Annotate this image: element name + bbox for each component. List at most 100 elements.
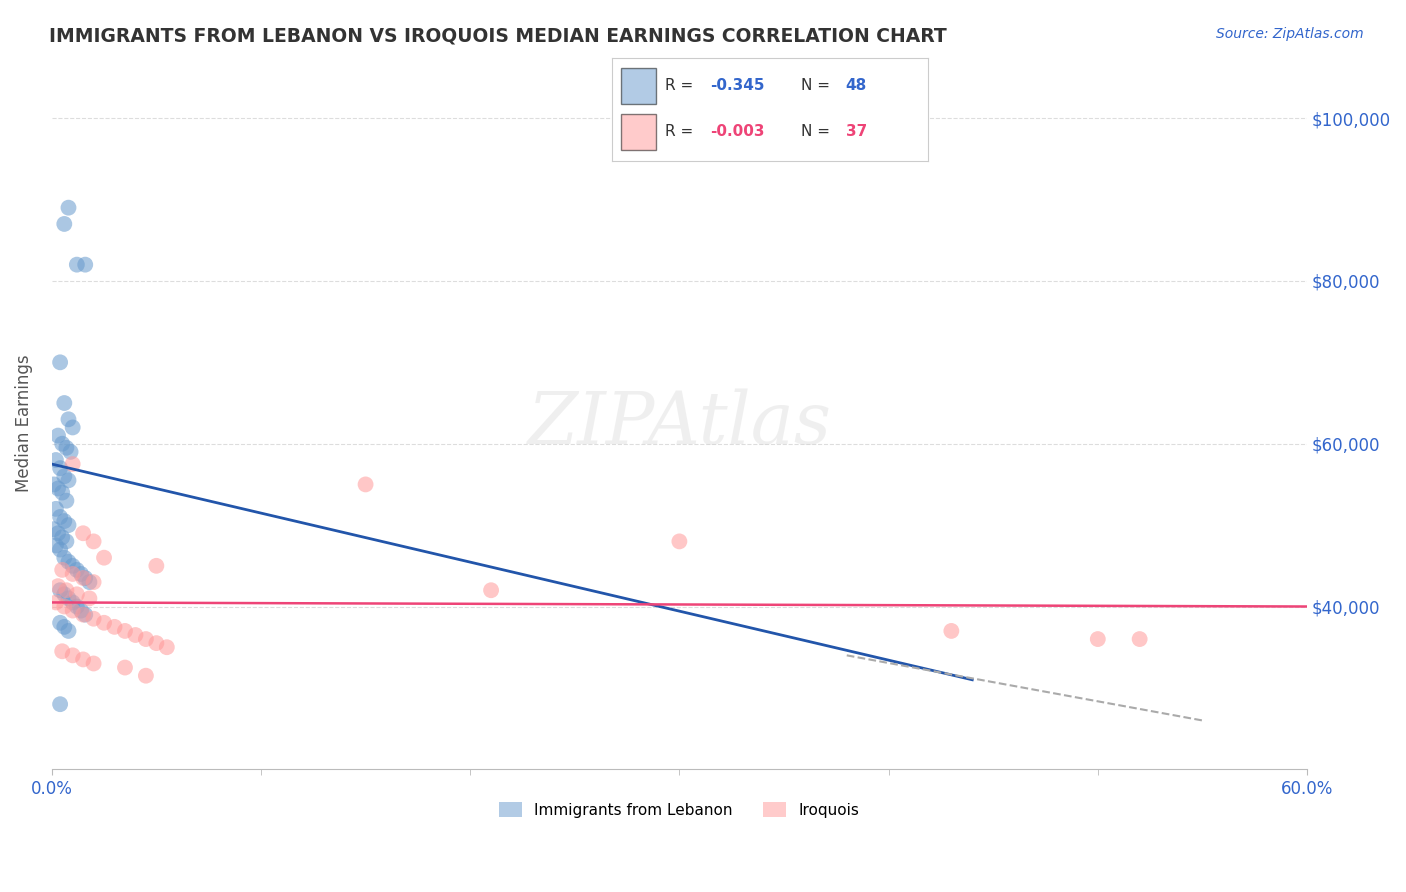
Point bbox=[72, 652, 94, 666]
Point bbox=[79, 575, 101, 590]
Point bbox=[1087, 632, 1109, 646]
Point bbox=[58, 412, 80, 426]
Point bbox=[66, 599, 89, 614]
Point bbox=[53, 620, 76, 634]
Point bbox=[93, 615, 115, 630]
Point bbox=[66, 258, 89, 272]
Point bbox=[51, 530, 73, 544]
Point bbox=[75, 258, 97, 272]
Point bbox=[55, 583, 77, 598]
Point bbox=[70, 566, 93, 581]
Point bbox=[58, 201, 80, 215]
Point bbox=[103, 620, 125, 634]
Point bbox=[46, 526, 69, 541]
Point bbox=[668, 534, 690, 549]
Point bbox=[59, 445, 82, 459]
Point bbox=[42, 477, 65, 491]
Point bbox=[156, 640, 179, 655]
Text: IMMIGRANTS FROM LEBANON VS IROQUOIS MEDIAN EARNINGS CORRELATION CHART: IMMIGRANTS FROM LEBANON VS IROQUOIS MEDI… bbox=[49, 27, 948, 45]
Point bbox=[72, 571, 94, 585]
Point bbox=[51, 563, 73, 577]
Point bbox=[42, 522, 65, 536]
Point bbox=[55, 441, 77, 455]
Point bbox=[941, 624, 963, 638]
Point bbox=[135, 669, 157, 683]
Point bbox=[62, 558, 84, 573]
Point bbox=[66, 563, 89, 577]
Text: R =: R = bbox=[665, 78, 699, 93]
Text: Source: ZipAtlas.com: Source: ZipAtlas.com bbox=[1216, 27, 1364, 41]
Text: -0.345: -0.345 bbox=[710, 78, 765, 93]
Point bbox=[75, 571, 97, 585]
Point bbox=[51, 644, 73, 658]
Point bbox=[46, 428, 69, 442]
Point bbox=[53, 396, 76, 410]
Point bbox=[354, 477, 377, 491]
Point bbox=[45, 501, 67, 516]
Point bbox=[145, 558, 167, 573]
Point bbox=[49, 355, 72, 369]
Text: 37: 37 bbox=[846, 124, 868, 139]
Point bbox=[124, 628, 146, 642]
Point bbox=[114, 624, 136, 638]
Point bbox=[62, 595, 84, 609]
Point bbox=[45, 539, 67, 553]
Point bbox=[79, 591, 101, 606]
Point bbox=[70, 604, 93, 618]
Point bbox=[53, 599, 76, 614]
Point bbox=[66, 587, 89, 601]
Point bbox=[135, 632, 157, 646]
Point bbox=[51, 485, 73, 500]
Point bbox=[53, 514, 76, 528]
Point bbox=[58, 591, 80, 606]
Point bbox=[49, 510, 72, 524]
Point bbox=[55, 534, 77, 549]
Point bbox=[83, 612, 105, 626]
Point bbox=[53, 217, 76, 231]
Point bbox=[45, 595, 67, 609]
Point bbox=[49, 461, 72, 475]
Point bbox=[93, 550, 115, 565]
Point bbox=[62, 457, 84, 471]
Point bbox=[55, 493, 77, 508]
Point bbox=[53, 550, 76, 565]
Text: 48: 48 bbox=[846, 78, 868, 93]
Point bbox=[62, 566, 84, 581]
Point bbox=[479, 583, 502, 598]
Point bbox=[49, 615, 72, 630]
Text: -0.003: -0.003 bbox=[710, 124, 765, 139]
Legend: Immigrants from Lebanon, Iroquois: Immigrants from Lebanon, Iroquois bbox=[494, 796, 866, 824]
Text: N =: N = bbox=[801, 78, 835, 93]
Point bbox=[58, 624, 80, 638]
Y-axis label: Median Earnings: Median Earnings bbox=[15, 354, 32, 492]
Point bbox=[49, 697, 72, 711]
Point bbox=[46, 579, 69, 593]
FancyBboxPatch shape bbox=[621, 114, 655, 150]
Point bbox=[62, 648, 84, 663]
Point bbox=[58, 474, 80, 488]
Text: R =: R = bbox=[665, 124, 699, 139]
Point bbox=[53, 587, 76, 601]
Point bbox=[45, 453, 67, 467]
Point bbox=[58, 518, 80, 533]
Point bbox=[83, 657, 105, 671]
Point bbox=[75, 607, 97, 622]
FancyBboxPatch shape bbox=[621, 68, 655, 104]
Point bbox=[72, 607, 94, 622]
Point bbox=[53, 469, 76, 483]
Point bbox=[83, 575, 105, 590]
Point bbox=[1129, 632, 1152, 646]
Point bbox=[72, 526, 94, 541]
Point bbox=[46, 482, 69, 496]
Point bbox=[49, 583, 72, 598]
Point bbox=[83, 534, 105, 549]
Point bbox=[62, 420, 84, 434]
Point bbox=[51, 436, 73, 450]
Text: N =: N = bbox=[801, 124, 835, 139]
Point bbox=[49, 542, 72, 557]
Text: ZIPAtlas: ZIPAtlas bbox=[527, 388, 831, 458]
Point bbox=[145, 636, 167, 650]
Point bbox=[114, 660, 136, 674]
Point bbox=[62, 604, 84, 618]
Point bbox=[58, 555, 80, 569]
